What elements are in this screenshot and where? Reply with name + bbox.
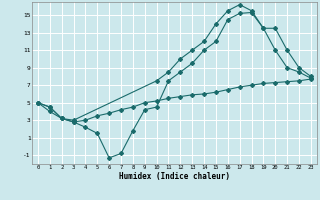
X-axis label: Humidex (Indice chaleur): Humidex (Indice chaleur) bbox=[119, 172, 230, 181]
